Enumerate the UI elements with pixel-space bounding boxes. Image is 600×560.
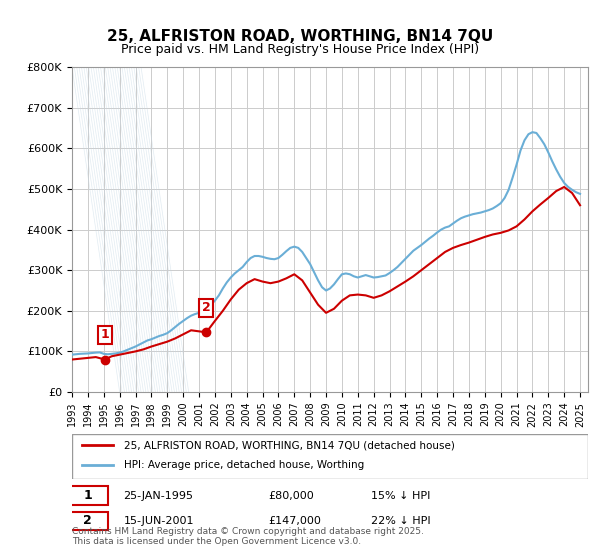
Text: Price paid vs. HM Land Registry's House Price Index (HPI): Price paid vs. HM Land Registry's House … xyxy=(121,43,479,56)
Text: 2: 2 xyxy=(83,515,92,528)
Text: 25, ALFRISTON ROAD, WORTHING, BN14 7QU (detached house): 25, ALFRISTON ROAD, WORTHING, BN14 7QU (… xyxy=(124,440,454,450)
FancyBboxPatch shape xyxy=(67,487,108,505)
Text: Contains HM Land Registry data © Crown copyright and database right 2025.
This d: Contains HM Land Registry data © Crown c… xyxy=(72,526,424,546)
Text: £80,000: £80,000 xyxy=(268,491,314,501)
Text: HPI: Average price, detached house, Worthing: HPI: Average price, detached house, Wort… xyxy=(124,460,364,470)
Text: 25, ALFRISTON ROAD, WORTHING, BN14 7QU: 25, ALFRISTON ROAD, WORTHING, BN14 7QU xyxy=(107,29,493,44)
FancyBboxPatch shape xyxy=(67,512,108,530)
FancyBboxPatch shape xyxy=(72,434,588,479)
Text: 15-JUN-2001: 15-JUN-2001 xyxy=(124,516,194,526)
Text: 1: 1 xyxy=(100,328,109,341)
Text: 2: 2 xyxy=(202,301,211,314)
Text: £147,000: £147,000 xyxy=(268,516,321,526)
Text: 1: 1 xyxy=(83,489,92,502)
Text: 22% ↓ HPI: 22% ↓ HPI xyxy=(371,516,431,526)
Text: 25-JAN-1995: 25-JAN-1995 xyxy=(124,491,194,501)
Text: 15% ↓ HPI: 15% ↓ HPI xyxy=(371,491,431,501)
